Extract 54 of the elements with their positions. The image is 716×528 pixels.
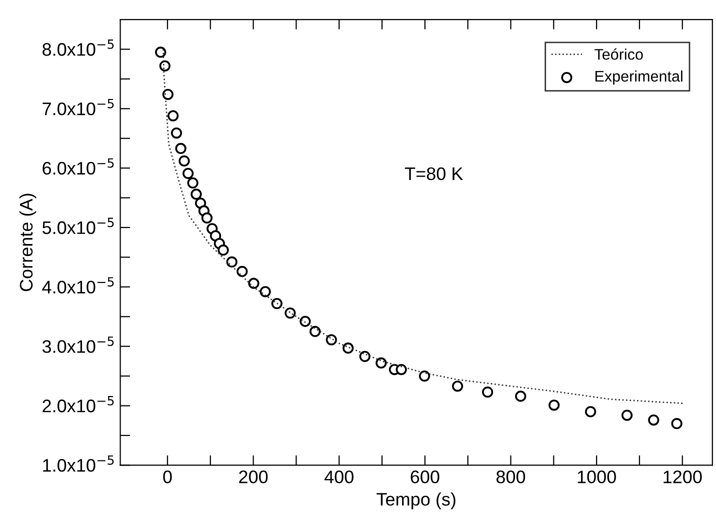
point [515,390,526,402]
point [162,88,174,100]
point [159,60,170,72]
x-tick-label: 200 [239,470,268,484]
point [376,357,387,369]
point [175,142,186,154]
point [182,168,194,179]
point [170,127,182,139]
x-tick-label: 400 [324,470,354,484]
x-tick-label: 1000 [578,470,616,484]
point [226,256,238,268]
point [168,110,179,122]
point [178,155,190,167]
point [396,364,407,376]
point [260,286,271,298]
y-tick-label: 4.0x10$^{−5}$ [42,277,114,294]
legend-label: Teórico [594,48,643,60]
point [190,188,202,200]
y-tick-label: 1.0x10$^{−5}$ [43,455,114,472]
point [452,380,464,392]
point [418,370,430,382]
y-tick-label: 7.0x10$^{−5}$ [42,98,114,116]
point [271,298,282,310]
point [310,326,321,338]
point [621,410,633,421]
point [671,418,682,430]
x-tick-label: 0 [163,470,172,484]
point [187,177,198,188]
y-tick-label: 5.0x10$^{−5}$ [42,218,114,234]
point [201,212,213,224]
y-tick-label: 3.0x10$^{−5}$ [42,336,114,353]
point [482,386,494,398]
x-tick-label: 800 [496,470,526,484]
point [326,334,337,346]
point [218,244,229,256]
point [248,278,260,289]
point [155,46,166,58]
point [585,406,596,418]
x-tick-label: 600 [410,470,440,484]
point [342,342,354,354]
point [648,414,660,426]
point [300,316,311,327]
y-tick-label: 8.0x10$^{−5}$ [42,40,114,56]
point [284,307,296,319]
point [359,350,370,362]
y-tick-label: 2.0x10$^{−5}$ [42,396,114,412]
x-tick-label: 1200 [664,470,702,484]
point [548,400,560,411]
y-axis-title: Corrente (A) [19,194,36,292]
point [236,266,248,278]
legend-label: Experimental [595,70,682,85]
annotation: T=80 K [404,167,464,180]
y-tick-label: 6.0x10$^{−5}$ [42,158,114,175]
x-axis-title: Tempo (s) [376,492,456,510]
